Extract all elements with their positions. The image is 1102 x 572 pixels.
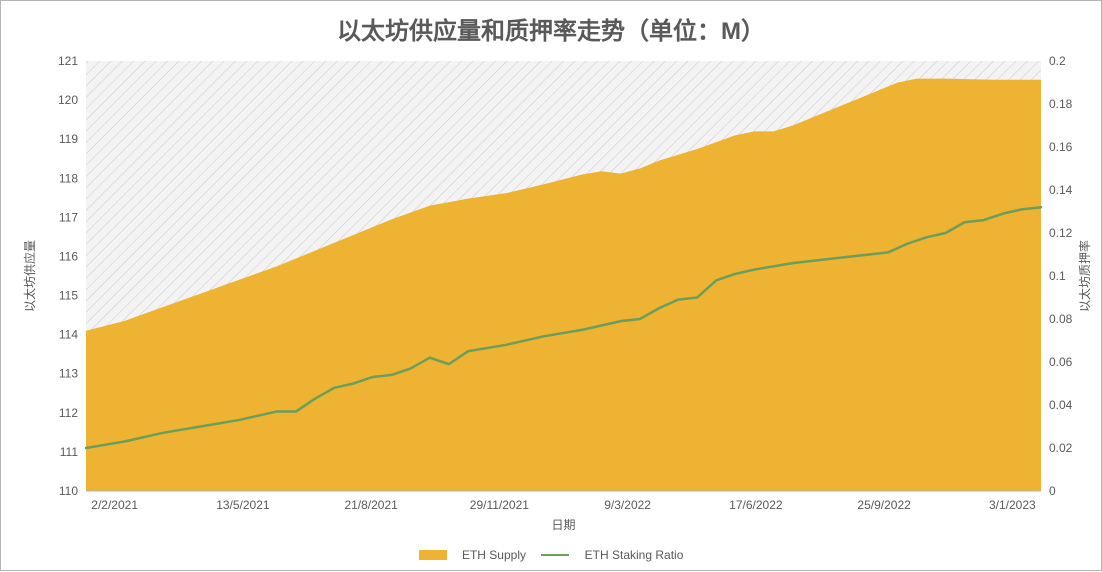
legend-swatch-eth-staking-ratio [541, 554, 569, 556]
svg-text:25/9/2022: 25/9/2022 [857, 498, 911, 512]
svg-text:0.06: 0.06 [1049, 355, 1073, 369]
svg-text:117: 117 [59, 210, 78, 224]
svg-text:0.18: 0.18 [1049, 97, 1073, 111]
svg-text:日期: 日期 [551, 518, 575, 532]
svg-text:以太坊供应量: 以太坊供应量 [22, 240, 37, 312]
svg-text:0.08: 0.08 [1049, 312, 1073, 326]
svg-text:118: 118 [59, 171, 78, 185]
chart-title: 以太坊供应量和质押率走势（单位：M） [1, 11, 1101, 46]
svg-text:121: 121 [58, 54, 78, 68]
plot-area: 110 111 112 113 114 115 116 117 118 119 120 121 0 0.0… [1, 1, 1102, 572]
svg-text:0.02: 0.02 [1049, 441, 1073, 455]
svg-text:21/8/2021: 21/8/2021 [344, 498, 398, 512]
legend-label-eth-staking-ratio: ETH Staking Ratio [585, 548, 684, 562]
svg-text:0.14: 0.14 [1049, 183, 1073, 197]
svg-text:120: 120 [58, 93, 78, 107]
svg-text:17/6/2022: 17/6/2022 [729, 498, 783, 512]
svg-text:0.2: 0.2 [1049, 54, 1066, 68]
svg-text:119: 119 [59, 132, 78, 146]
svg-text:0: 0 [1049, 484, 1056, 498]
svg-text:111: 111 [60, 445, 79, 459]
svg-text:0.1: 0.1 [1049, 269, 1066, 283]
svg-text:以太坊质押率: 以太坊质押率 [1077, 240, 1092, 312]
legend: ETH Supply ETH Staking Ratio [1, 547, 1101, 562]
svg-text:0.12: 0.12 [1049, 226, 1073, 240]
legend-swatch-eth-supply [419, 550, 447, 560]
svg-text:115: 115 [59, 289, 78, 303]
svg-text:110: 110 [59, 484, 78, 498]
svg-text:9/3/2022: 9/3/2022 [604, 498, 651, 512]
svg-text:2/2/2021: 2/2/2021 [91, 498, 138, 512]
svg-text:0.04: 0.04 [1049, 398, 1073, 412]
svg-text:113: 113 [59, 367, 78, 381]
svg-text:29/11/2021: 29/11/2021 [470, 498, 529, 512]
chart-frame: 以太坊供应量和质押率走势（单位：M） 110 111 112 113 114 115 116… [0, 0, 1102, 571]
svg-text:112: 112 [59, 406, 78, 420]
svg-text:3/1/2023: 3/1/2023 [989, 498, 1036, 512]
svg-text:0.16: 0.16 [1049, 140, 1073, 154]
svg-text:114: 114 [59, 328, 78, 342]
svg-text:116: 116 [59, 249, 78, 263]
legend-label-eth-supply: ETH Supply [462, 548, 526, 562]
svg-text:13/5/2021: 13/5/2021 [216, 498, 270, 512]
